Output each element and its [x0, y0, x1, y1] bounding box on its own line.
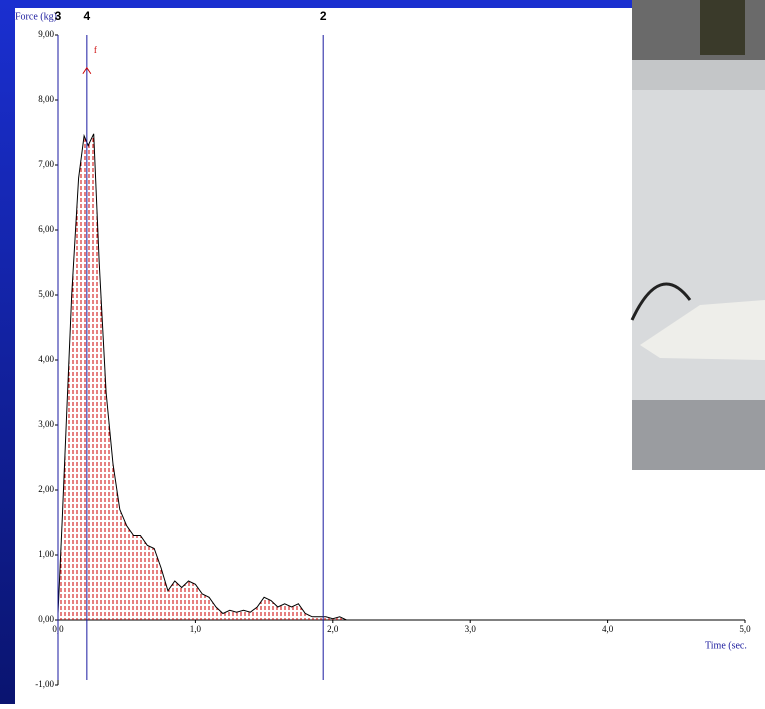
x-tick-label: 3,0 — [465, 624, 477, 634]
y-tick-label: 1,00 — [38, 549, 54, 559]
x-tick-label: 2,0 — [327, 624, 339, 634]
y-tick-label: 2,00 — [38, 484, 54, 494]
y-tick-label: 3,00 — [38, 419, 54, 429]
marker — [82, 66, 92, 75]
x-tick-label: 1,0 — [190, 624, 202, 634]
y-tick-label: 6,00 — [38, 224, 54, 234]
x-tick-label: 4,0 — [602, 624, 614, 634]
y-tick-label: 4,00 — [38, 354, 54, 364]
y-tick-label: -1,00 — [35, 679, 54, 689]
cursor-label: 3 — [55, 9, 62, 23]
y-axis-label: Force (kg) — [15, 11, 57, 22]
x-tick-label: 5,0 — [739, 624, 751, 634]
y-tick-label: 9,00 — [38, 29, 54, 39]
photo — [630, 0, 765, 470]
y-tick-label: 5,00 — [38, 289, 54, 299]
y-tick-label: 8,00 — [38, 94, 54, 104]
cursor-label: 2 — [320, 9, 327, 23]
line — [57, 133, 347, 621]
marker-label: f — [94, 45, 97, 55]
x-axis-label: Time (sec. — [705, 640, 747, 651]
cursor-label: 4 — [84, 9, 91, 23]
y-tick-label: 0,00 — [38, 614, 54, 624]
y-tick-label: 7,00 — [38, 159, 54, 169]
